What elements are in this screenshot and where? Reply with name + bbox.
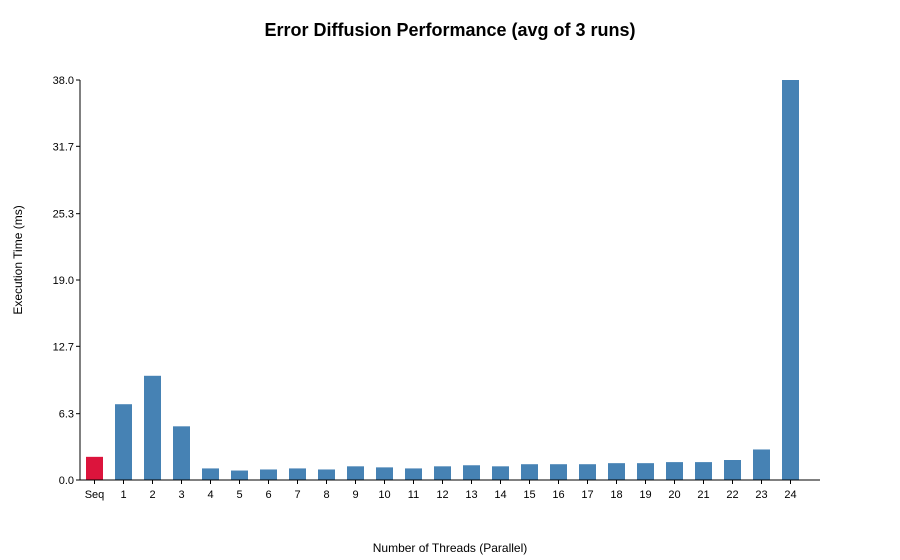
bar-11 — [405, 468, 422, 480]
x-tick-label: 16 — [552, 489, 564, 501]
y-tick-label: 25.3 — [53, 209, 74, 221]
bar-15 — [521, 464, 538, 480]
x-tick-label: 4 — [207, 489, 213, 501]
bar-20 — [666, 462, 683, 480]
bar-8 — [318, 469, 335, 480]
x-tick-label: 17 — [581, 489, 593, 501]
y-axis-label: Execution Time (ms) — [11, 205, 25, 314]
y-tick-label: 19.0 — [53, 275, 74, 287]
x-axis-label: Number of Threads (Parallel) — [373, 541, 528, 555]
x-tick-label: Seq — [85, 489, 105, 501]
bar-21 — [695, 462, 712, 480]
bars-group — [86, 80, 799, 480]
bar-7 — [289, 468, 306, 480]
bar-18 — [608, 463, 625, 480]
x-tick-label: 13 — [465, 489, 477, 501]
y-tick-label: 12.7 — [53, 341, 74, 353]
y-tick-label: 0.0 — [59, 475, 74, 487]
x-tick-label: 24 — [784, 489, 796, 501]
y-ticks-group: 0.0 6.3 12.7 19.0 25.3 31.7 38.0 — [53, 75, 80, 487]
x-tick-label: 2 — [149, 489, 155, 501]
x-tick-label: 11 — [408, 489, 419, 501]
y-tick-label: 38.0 — [53, 75, 74, 87]
bar-24 — [782, 80, 799, 480]
x-tick-label: 14 — [494, 489, 506, 501]
x-tick-label: 18 — [610, 489, 622, 501]
x-tick-label: 20 — [668, 489, 680, 501]
x-tick-label: 22 — [726, 489, 738, 501]
bar-16 — [550, 464, 567, 480]
x-tick-label: 19 — [639, 489, 651, 501]
bar-1 — [115, 404, 132, 480]
x-tick-label: 7 — [294, 489, 300, 501]
bar-10 — [376, 467, 393, 480]
x-tick-label: 8 — [323, 489, 329, 501]
x-tick-label: 15 — [523, 489, 535, 501]
x-tick-label: 5 — [236, 489, 242, 501]
y-tick-label: 6.3 — [59, 409, 74, 421]
bar-22 — [724, 460, 741, 480]
bar-2 — [144, 375, 161, 480]
x-tick-label: 9 — [352, 489, 358, 501]
bar-17 — [579, 464, 596, 480]
x-tick-label: 1 — [120, 489, 126, 501]
chart-title: Error Diffusion Performance (avg of 3 ru… — [264, 20, 635, 40]
x-tick-label: 6 — [265, 489, 271, 501]
bar-13 — [463, 465, 480, 480]
bar-9 — [347, 466, 364, 480]
bar-23 — [753, 449, 770, 480]
x-ticks-group: Seq 1 2 3 4 5 6 7 8 9 10 11 12 13 14 15 16 17 18 19 20 21 22 23… — [85, 480, 797, 501]
bar-3 — [173, 426, 190, 480]
bar-6 — [260, 469, 277, 480]
bar-14 — [492, 466, 509, 480]
x-tick-label: 12 — [436, 489, 448, 501]
bar-seq — [86, 456, 103, 480]
bar-4 — [202, 468, 219, 480]
x-tick-label: 23 — [755, 489, 767, 501]
bar-5 — [231, 470, 248, 480]
bar-19 — [637, 463, 654, 480]
y-tick-label: 31.7 — [53, 141, 74, 153]
bar-12 — [434, 466, 451, 480]
x-tick-label: 3 — [178, 489, 184, 501]
x-tick-label: 10 — [378, 489, 390, 501]
x-tick-label: 21 — [697, 489, 709, 501]
